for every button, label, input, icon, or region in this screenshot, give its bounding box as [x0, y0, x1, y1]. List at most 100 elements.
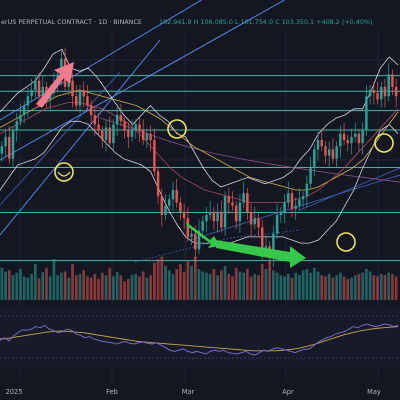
candle-body-106	[394, 86, 398, 97]
rsi-pane-background	[0, 306, 400, 368]
volume-bar-71	[264, 269, 268, 300]
trendline-1	[0, 0, 286, 161]
volume-bar-103	[383, 275, 387, 300]
volume-bar-34	[126, 278, 130, 300]
volume-bar-68	[253, 273, 257, 300]
volume-bar-30	[112, 276, 115, 300]
volume-bar-55	[205, 272, 208, 300]
volume-bar-20	[74, 275, 78, 300]
time-axis-layer: 2025 Feb Mar Apr May	[6, 388, 381, 396]
x-tick-label-3: Apr	[282, 388, 294, 396]
candle-body-62	[231, 202, 234, 206]
volume-bar-24	[89, 277, 93, 300]
candle-body-84	[313, 149, 316, 169]
bullish-arrow-price-right	[216, 240, 306, 268]
candle-body-103	[383, 86, 387, 97]
chart-header-symbol[interactable]: erUS PERPETUAL CONTRACT · 1D · BINANCE	[1, 18, 142, 26]
volume-bar-106	[394, 276, 398, 300]
candle-body-91	[339, 133, 342, 147]
candle-body-53	[197, 230, 201, 250]
volume-bar-21	[78, 273, 82, 300]
volume-bar-40	[149, 275, 152, 300]
volume-bar-44	[164, 265, 167, 300]
volume-bar-28	[104, 275, 108, 300]
volume-bar-7	[26, 277, 30, 300]
volume-bar-5	[19, 269, 22, 300]
candle-body-9	[34, 80, 37, 90]
candle-body-26	[97, 124, 100, 131]
volume-bar-49	[182, 272, 186, 300]
candle-body-18	[67, 80, 71, 87]
volume-bar-1	[4, 271, 7, 300]
volume-bar-11	[41, 272, 45, 300]
moving-average-b	[0, 102, 399, 203]
candle-body-16	[60, 58, 63, 75]
candle-body-59	[220, 211, 223, 228]
volume-bar-27	[100, 272, 104, 300]
candle-body-83	[309, 168, 312, 184]
x-tick-label-1: Feb	[106, 388, 118, 396]
rsi-moving-average	[0, 326, 399, 352]
x-tick-label-4: May	[367, 388, 381, 396]
volume-bar-98	[365, 269, 368, 300]
candle-body-58	[216, 211, 219, 222]
volume-bar-2	[7, 270, 11, 300]
candle-body-71	[264, 246, 268, 250]
volume-bar-0	[0, 267, 4, 300]
volume-bar-41	[153, 262, 156, 300]
volume-bar-85	[316, 271, 320, 300]
volume-bar-18	[67, 277, 71, 300]
volume-bar-60	[223, 265, 227, 300]
volume-bar-105	[391, 273, 394, 300]
candle-body-11	[41, 86, 45, 97]
candle-body-44	[164, 205, 167, 215]
candle-body-67	[249, 211, 253, 225]
candle-body-45	[168, 199, 171, 206]
volume-bar-89	[331, 277, 335, 300]
volume-bar-73	[272, 270, 275, 300]
candle-body-6	[22, 105, 26, 115]
candle-body-96	[357, 133, 361, 144]
candle-body-88	[327, 149, 331, 156]
volume-bar-83	[309, 272, 312, 300]
volume-bar-12	[45, 267, 48, 300]
volume-bar-76	[283, 276, 286, 300]
volume-bar-15	[56, 275, 59, 300]
volume-bar-46	[171, 273, 175, 300]
candle-body-82	[305, 183, 309, 197]
volume-bar-17	[63, 271, 67, 300]
volume-bar-48	[179, 264, 182, 300]
volume-bar-99	[368, 271, 372, 300]
trendline-5	[299, 167, 400, 211]
candle-body-68	[253, 218, 257, 225]
volume-bar-32	[119, 275, 123, 300]
candle-body-69	[257, 218, 260, 228]
volume-bar-67	[249, 276, 253, 300]
candle-body-37	[138, 124, 141, 131]
volume-bar-74	[275, 272, 279, 300]
candle-body-31	[115, 115, 119, 125]
candle-body-56	[208, 211, 212, 215]
volume-bar-22	[82, 270, 86, 300]
volume-bar-56	[208, 273, 212, 300]
volume-bar-4	[15, 272, 19, 300]
volume-bar-62	[231, 276, 234, 300]
highlight-circle-2	[336, 232, 356, 252]
volume-bar-37	[138, 276, 141, 300]
volume-bar-95	[353, 275, 357, 300]
candle-body-74	[275, 215, 279, 234]
volume-bar-35	[130, 275, 134, 300]
volume-bar-14	[52, 259, 56, 300]
volume-bar-102	[379, 273, 383, 300]
volume-bar-84	[312, 267, 316, 300]
x-tick-label-2: Mar	[182, 388, 195, 396]
candle-body-94	[350, 136, 353, 144]
candle-body-76	[283, 202, 286, 212]
candle-body-65	[242, 193, 245, 203]
candle-body-38	[141, 130, 145, 140]
candle-body-101	[376, 93, 379, 100]
candle-body-104	[387, 74, 390, 97]
volume-bar-63	[234, 267, 238, 300]
